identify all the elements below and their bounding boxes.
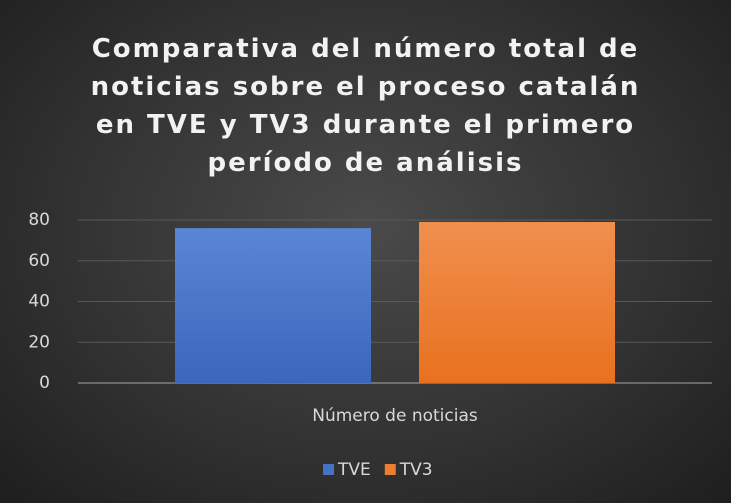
- y-tick-label: 60: [28, 251, 50, 271]
- chart-title: Comparativa del número total de noticias…: [90, 34, 641, 178]
- y-tick-label: 80: [28, 210, 50, 230]
- legend-label: TV3: [399, 460, 433, 480]
- bar: [419, 222, 615, 383]
- y-tick-label: 20: [28, 332, 50, 352]
- y-tick-label: 0: [39, 373, 50, 393]
- legend-swatch: [323, 464, 334, 475]
- legend-swatch: [384, 464, 396, 475]
- y-tick-label: 40: [28, 292, 50, 312]
- legend-label: TVE: [337, 460, 371, 480]
- x-tick-label: Número de noticias: [312, 406, 478, 426]
- bar: [175, 228, 371, 383]
